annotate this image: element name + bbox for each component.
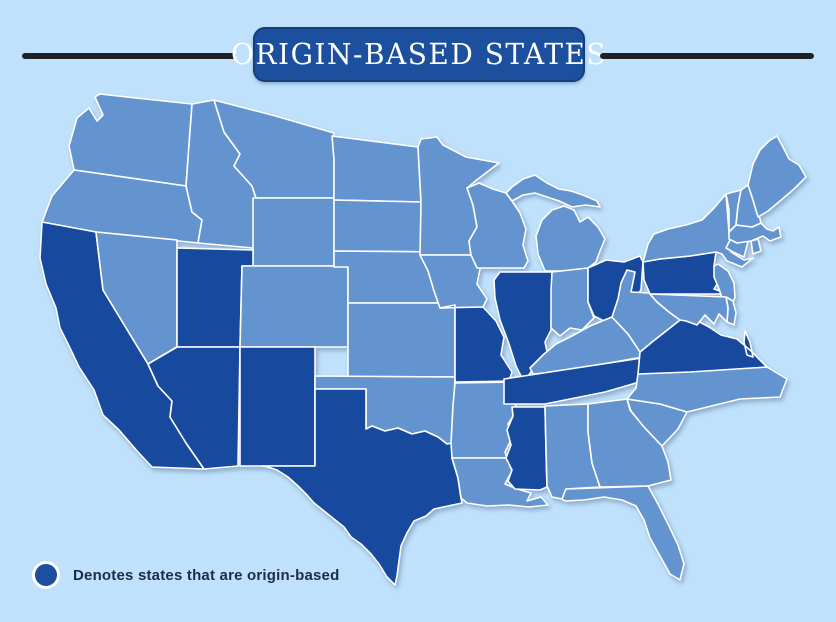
legend: Denotes states that are origin-based [32, 561, 339, 589]
state-nc [626, 366, 788, 413]
state-wi [466, 182, 529, 269]
state-nd [331, 135, 422, 203]
state-mt [213, 99, 335, 199]
state-ms [505, 406, 548, 491]
state-fl [561, 485, 685, 581]
state-az [147, 346, 241, 470]
legend-origin-dot [32, 561, 60, 589]
states-layer [39, 93, 807, 586]
title-box: ORIGIN-BASED STATES [231, 27, 606, 82]
title-rule-right [600, 53, 814, 59]
state-co [239, 265, 349, 348]
state-ny [642, 193, 754, 268]
state-md [649, 293, 729, 326]
state-mi [505, 174, 606, 272]
state-tx [261, 388, 463, 586]
title-rule-left [22, 53, 236, 59]
header: ORIGIN-BASED STATES [0, 0, 836, 110]
state-ri [750, 238, 762, 255]
state-me [747, 135, 807, 218]
page-title: ORIGIN-BASED STATES [230, 37, 608, 72]
legend-label: Denotes states that are origin-based [73, 566, 340, 584]
state-ks [347, 302, 456, 378]
state-wy [252, 197, 335, 267]
state-nm [239, 346, 316, 467]
